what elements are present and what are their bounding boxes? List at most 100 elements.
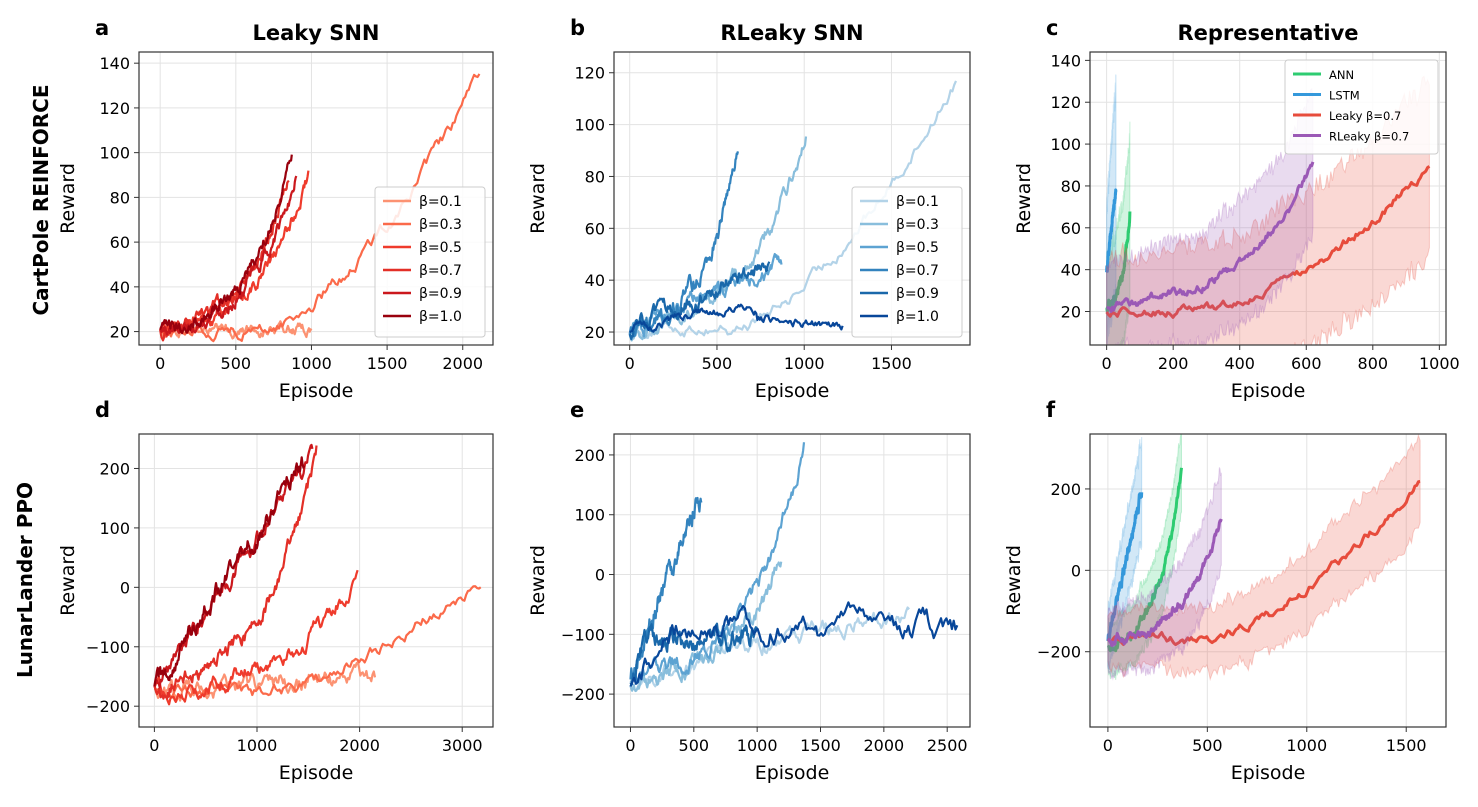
series-band [1106,75,1430,345]
x-axis-label: Episode [755,762,830,784]
series-line [1105,211,1132,313]
y-tick-label: 80 [110,188,130,207]
legend-entry: LSTM [1329,89,1360,103]
x-tick-label: 500 [679,736,710,755]
legend-entry: Leaky β=0.7 [1329,109,1401,123]
x-tick-label: 0 [625,354,635,373]
y-tick-label: 60 [110,233,130,252]
legend: ANN LSTM Leaky β=0.7 RLeaky β=0.7 [1284,59,1439,155]
legend-entry: β=0.3 [419,217,462,233]
series-line [1106,161,1315,313]
legend-entry: β=1.0 [896,309,939,325]
legend-entry: β=0.9 [419,286,462,302]
x-tick-label: 0 [155,354,165,373]
legend-entry: β=0.5 [419,240,462,256]
x-tick-label: 2000 [442,354,483,373]
x-tick-label: 0 [149,736,159,755]
legend-entry: β=0.9 [896,286,939,302]
legend: β=0.1 β=0.3 β=0.5 β=0.7 β=0.9 β=1.0 [374,186,486,338]
x-tick-label: 1000 [784,354,825,373]
chart-title: Representative [1177,21,1358,45]
panel-label: c [1046,16,1058,40]
axes-frame [138,433,494,728]
row-label-bottom: LunarLander PPO [13,482,37,678]
series-band [1107,467,1222,681]
x-tick-label: 1500 [871,354,912,373]
series-line [153,445,318,700]
y-tick-label: 60 [585,219,605,238]
y-tick-label: 200 [1050,480,1081,499]
y-tick-label: 0 [1071,561,1081,580]
series-line [629,622,759,686]
x-axis-label: Episode [279,380,354,402]
chart-panel-c: 0 200 400 600 800 1000 20 40 60 80 100 120 140 Episod… [1013,16,1460,402]
y-axis-label: Reward [527,545,549,616]
series-line [629,606,911,688]
x-tick-label: 600 [1291,354,1322,373]
legend-entry: ANN [1329,68,1354,82]
y-tick-label: 140 [1050,51,1081,70]
y-tick-label: 80 [585,167,605,186]
plot-area [153,443,482,706]
y-tick-label: 120 [99,99,130,118]
chart-panel-e: 0 500 1000 1500 2000 2500 −200 −100 0 100 200 Episo… [527,398,971,784]
x-tick-label: 1000 [737,736,778,755]
panel-label: f [1046,398,1056,422]
y-tick-label: 0 [595,566,605,585]
legend-entry: β=0.5 [896,240,939,256]
panel-label: e [570,398,584,422]
x-tick-label: 400 [1224,354,1255,373]
panel-label: b [570,16,585,40]
x-tick-label: 3000 [442,736,483,755]
series-line [153,661,377,702]
series-line [628,80,958,340]
y-axis-label: Reward [1003,545,1025,616]
x-axis-label: Episode [1231,380,1306,402]
x-tick-label: 200 [1158,354,1189,373]
series-line [629,496,703,682]
legend: β=0.1 β=0.3 β=0.5 β=0.7 β=0.9 β=1.0 [851,186,963,338]
legend-entry: β=0.1 [896,194,939,210]
plot-area [629,442,959,693]
y-tick-label: 40 [110,278,130,297]
x-tick-label: 800 [1358,354,1389,373]
panel-label: d [95,398,110,422]
y-tick-label: 100 [574,116,605,135]
chart-title: RLeaky SNN [720,21,863,45]
plot-area [159,73,481,343]
legend-entry: RLeaky β=0.7 [1329,130,1409,144]
y-tick-label: 100 [1050,135,1081,154]
axes-frame [1089,51,1447,346]
y-tick-label: 60 [1061,219,1081,238]
y-tick-label: 20 [110,323,130,342]
y-tick-label: −100 [561,625,605,644]
plot-area [1106,434,1421,682]
x-axis-label: Episode [279,762,354,784]
y-tick-label: 40 [1061,261,1081,280]
axes-frame [1089,433,1447,728]
series-line [153,456,306,687]
x-tick-label: 2000 [863,736,904,755]
chart-panel-f: 0 500 1000 1500 −200 0 200 Episode Reward f [1003,398,1447,784]
legend-entry: β=1.0 [419,309,462,325]
y-axis-label: Reward [527,163,549,234]
chart-panel-a: 0 500 1000 1500 2000 20 40 60 80 100 120 140 Episode… [57,16,494,402]
y-tick-label: 20 [585,323,605,342]
y-tick-label: 100 [574,506,605,525]
series-line [159,73,481,343]
x-tick-label: 0 [1103,736,1113,755]
x-axis-label: Episode [1231,762,1306,784]
axes-frame [613,433,971,728]
series-band [1106,87,1314,345]
x-tick-label: 2500 [927,736,968,755]
plot-area [1105,74,1431,345]
series-line [1107,518,1223,647]
legend-entry: β=0.1 [419,194,462,210]
x-axis-label: Episode [755,380,830,402]
legend-entry: β=0.7 [896,263,939,279]
y-tick-label: −200 [1037,643,1081,662]
x-tick-label: 500 [221,354,252,373]
y-axis-label: Reward [57,163,79,234]
chart-title: Leaky SNN [252,21,379,45]
series-line [628,261,771,341]
